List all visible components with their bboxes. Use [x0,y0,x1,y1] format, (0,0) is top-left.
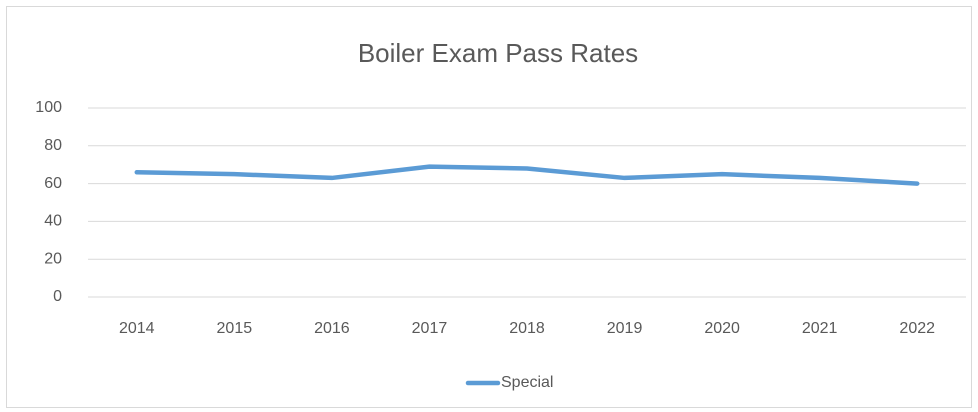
series-line [134,164,920,186]
y-tick-label: 60 [44,175,62,192]
x-tick-label: 2020 [704,320,740,337]
y-tick-label: 100 [35,99,62,116]
chart-title: Boiler Exam Pass Rates [358,38,638,68]
y-tick-label: 40 [44,213,62,230]
x-tick-label: 2017 [412,320,448,337]
chart-border [6,6,972,408]
y-tick-label: 80 [44,137,62,154]
y-tick-label: 20 [44,250,62,267]
x-tick-label: 2015 [217,320,253,337]
x-tick-label: 2018 [509,320,545,337]
x-tick-label: 2014 [119,320,155,337]
x-tick-label: 2022 [899,320,935,337]
legend-label: Special [501,374,553,391]
x-tick-label: 2016 [314,320,350,337]
x-tick-label: 2019 [607,320,643,337]
y-tick-label: 0 [53,288,62,305]
x-tick-label: 2021 [802,320,838,337]
